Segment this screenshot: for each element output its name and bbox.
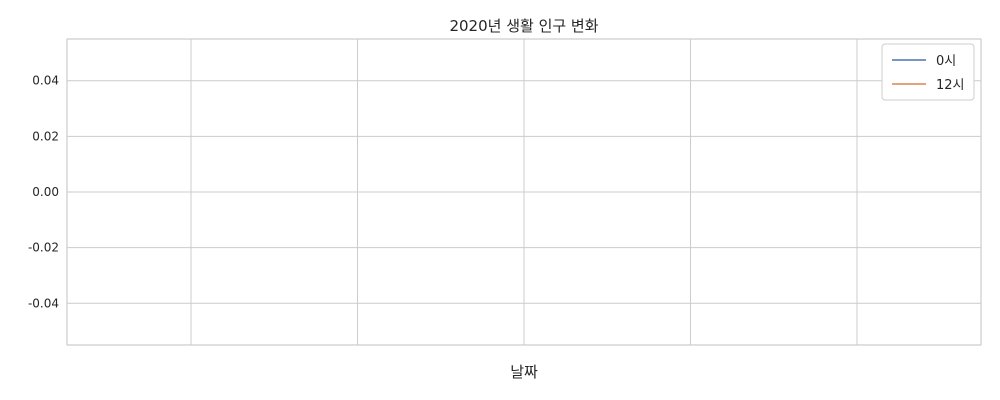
x-axis-label: 날짜 [510, 363, 538, 381]
legend-entry-1: 12시 [936, 78, 965, 93]
y-tick-label: 0.04 [32, 74, 59, 88]
legend: 0시 12시 [881, 43, 975, 101]
chart-title: 2020년 생활 인구 변화 [449, 17, 598, 35]
legend-entry-0: 0시 [936, 54, 956, 69]
y-tick-label: 0.02 [32, 129, 59, 143]
y-tick-label: -0.04 [28, 296, 59, 310]
y-tick-label: 0.00 [32, 185, 59, 199]
x-gridlines [190, 39, 858, 345]
y-tick-label: -0.02 [28, 241, 59, 255]
legend-box [881, 43, 975, 101]
y-axis-ticks: -0.04 -0.02 0.00 0.02 0.04 [28, 74, 59, 311]
